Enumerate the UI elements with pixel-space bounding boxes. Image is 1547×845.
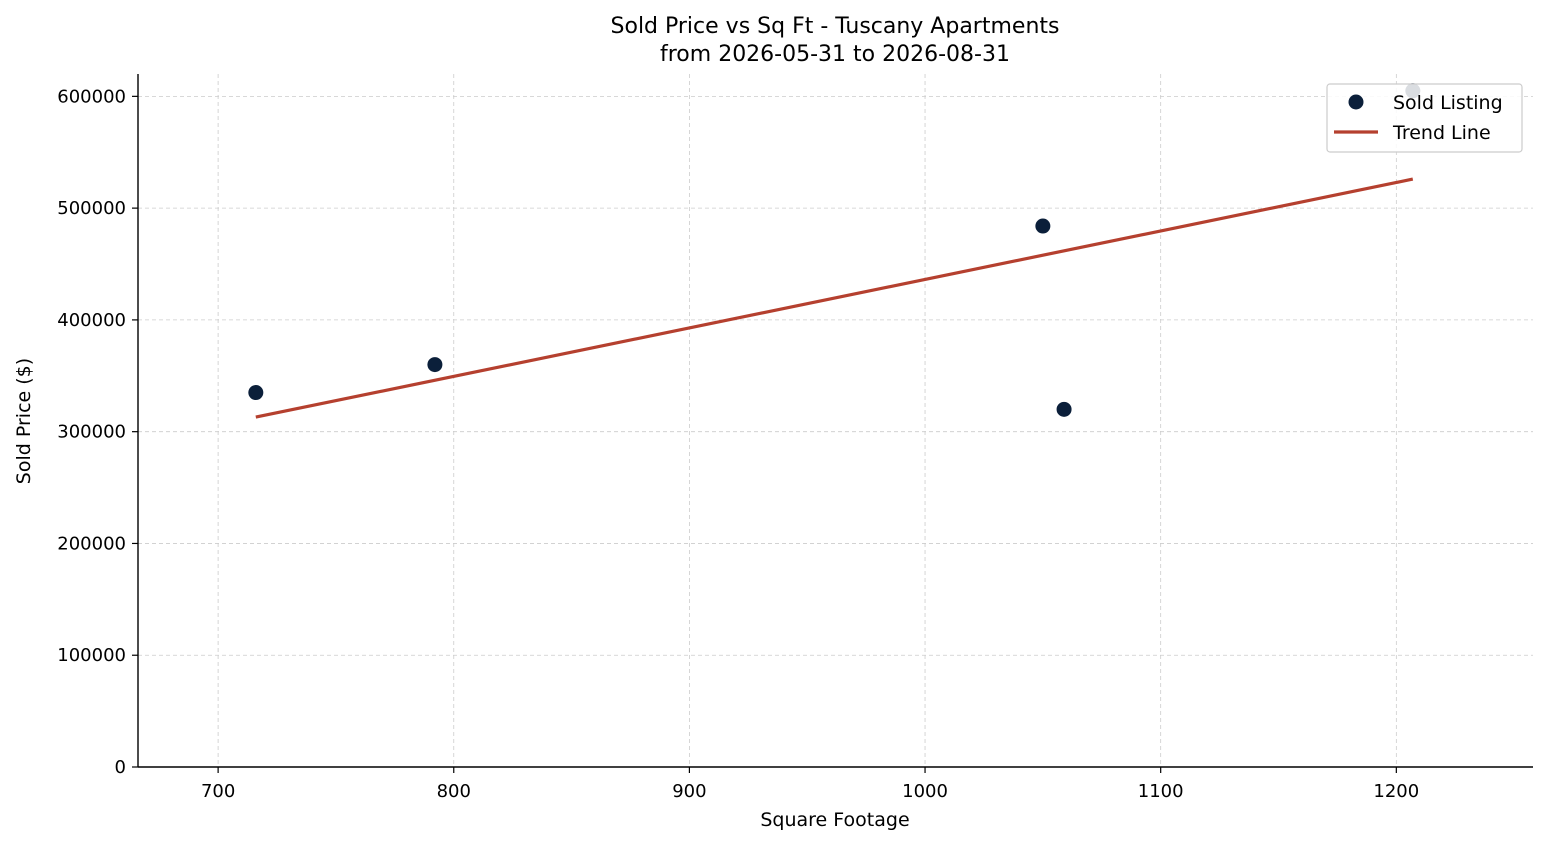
x-tick-label: 900 <box>672 781 706 802</box>
legend-label: Trend Line <box>1392 122 1491 144</box>
legend-box <box>1326 83 1523 153</box>
scatter-point <box>427 357 443 373</box>
x-tick-label: 700 <box>201 781 235 802</box>
y-tick-label: 600000 <box>57 86 126 107</box>
tick-labels: 700 800 900 1000 1100 1200 0 100000 200000 300000… <box>57 86 1419 802</box>
legend-label: Sold Listing <box>1393 92 1503 114</box>
chart-title: Sold Price vs Sq Ft - Tuscany Apartments <box>611 14 1060 39</box>
chart-subtitle: from 2026-05-31 to 2026-08-31 <box>660 42 1010 67</box>
y-tick-label: 0 <box>115 757 126 778</box>
y-tick-label: 400000 <box>57 310 126 331</box>
scatter-point <box>248 385 264 401</box>
x-tick-label: 1200 <box>1373 781 1419 802</box>
scatter-point <box>1056 401 1072 417</box>
y-axis-label: Sold Price ($) <box>13 358 35 484</box>
x-tick-label: 800 <box>437 781 471 802</box>
axes <box>137 74 1533 768</box>
trend-line <box>255 177 1414 419</box>
y-tick-label: 300000 <box>57 422 126 443</box>
y-tick-label: 100000 <box>57 645 126 666</box>
scatter-point <box>1035 218 1051 234</box>
y-tick-label: 200000 <box>57 533 126 554</box>
grid <box>138 74 1533 767</box>
x-tick-label: 1100 <box>1138 781 1184 802</box>
x-axis-label: Square Footage <box>760 809 909 831</box>
legend-marker-sold-listing <box>1348 94 1364 110</box>
x-tick-label: 1000 <box>902 781 948 802</box>
y-tick-label: 500000 <box>57 198 126 219</box>
legend: Sold Listing Trend Line <box>1326 83 1523 153</box>
